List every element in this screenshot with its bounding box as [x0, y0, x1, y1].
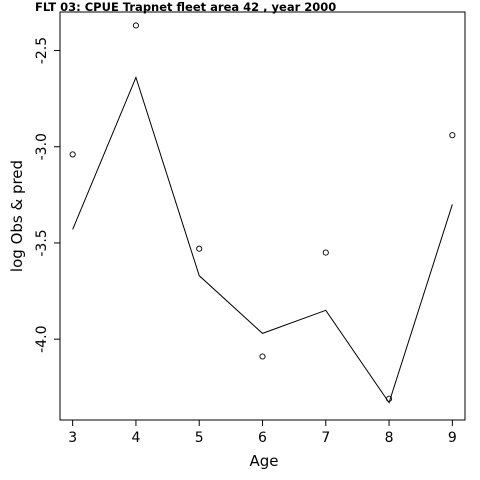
observed-point: [132, 22, 139, 29]
x-tick-label: 4: [131, 430, 140, 446]
y-axis: -2.5 -3.0 -3.5 -4.0: [34, 37, 60, 353]
x-tick-label: 8: [385, 430, 394, 446]
observed-point: [69, 151, 76, 158]
x-axis: 3 4 5 6 7 8 9: [68, 420, 457, 446]
observed-point: [259, 353, 266, 360]
y-axis-label: log Obs & pred: [8, 160, 26, 272]
x-tick-label: 3: [68, 430, 77, 446]
y-tick-label: -3.5: [34, 229, 50, 256]
predicted-line: [72, 75, 453, 404]
y-tick-label: -2.5: [34, 37, 50, 64]
x-tick-label: 7: [321, 430, 330, 446]
x-tick-label: 5: [195, 430, 204, 446]
chart-title: FLT 03: CPUE Trapnet fleet area 42 , yea…: [35, 0, 336, 14]
x-tick-label: 6: [258, 430, 267, 446]
observed-point: [322, 249, 329, 256]
x-tick-label: 9: [448, 430, 457, 446]
y-tick-label: -4.0: [34, 326, 50, 353]
x-axis-label: Age: [249, 452, 278, 470]
observed-point: [196, 245, 203, 252]
observed-point: [449, 132, 456, 139]
y-tick-label: -3.0: [34, 133, 50, 160]
series-layer: [69, 22, 456, 404]
